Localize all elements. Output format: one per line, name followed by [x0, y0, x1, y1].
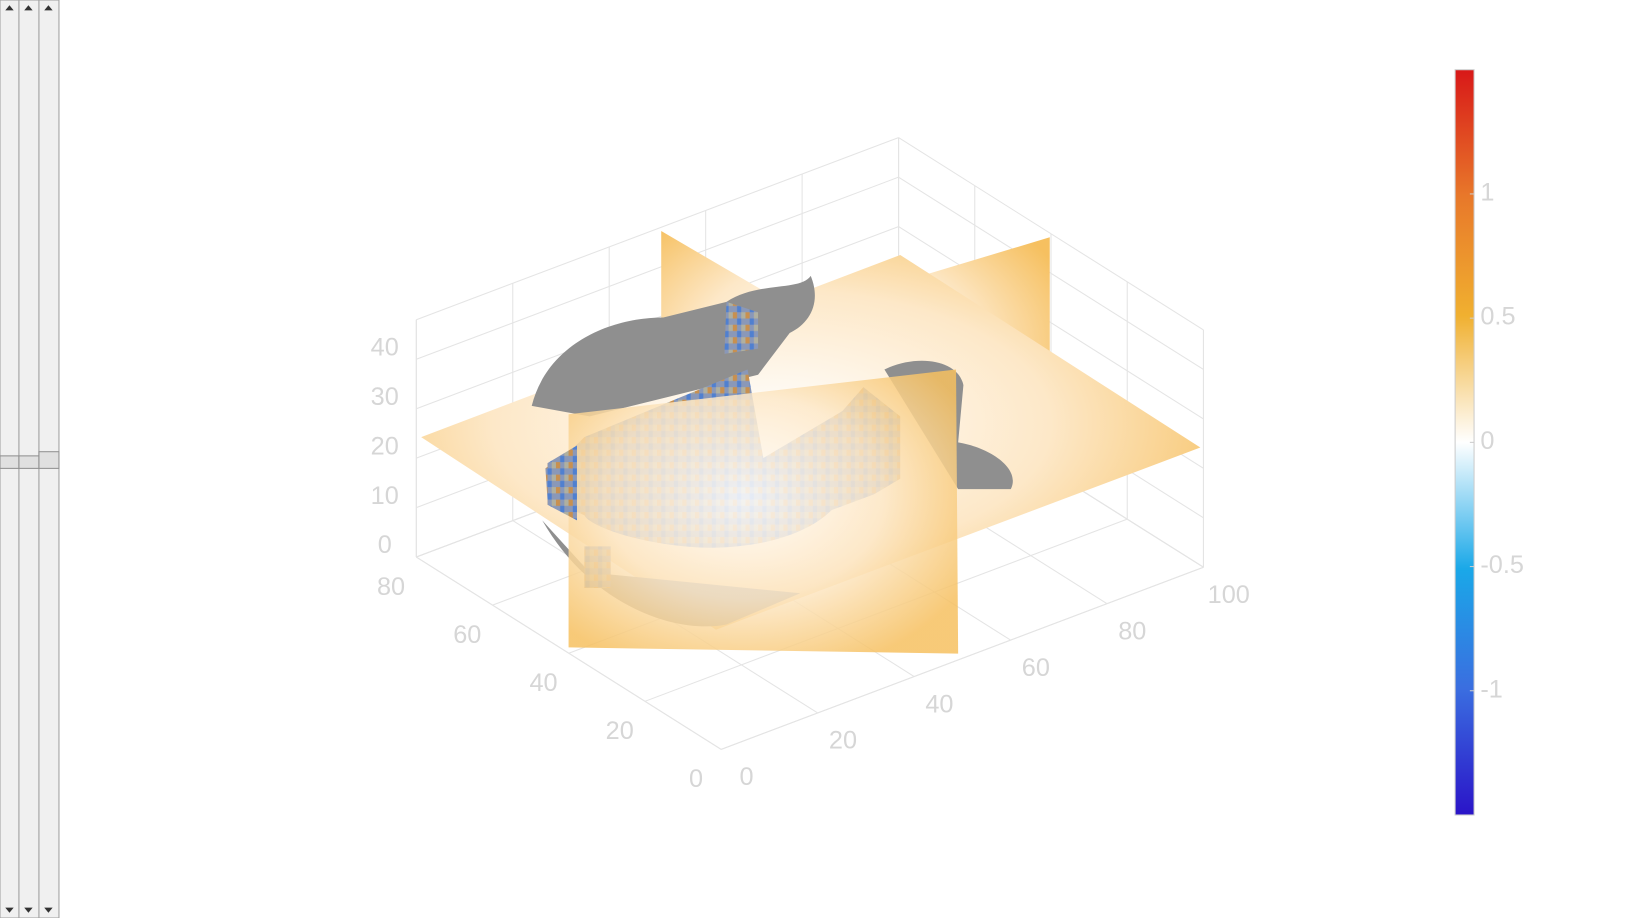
x-tick-label: 100: [1208, 581, 1250, 609]
y-tick-label: 0: [689, 765, 703, 793]
axis-edge: [416, 137, 899, 321]
isosurface-cut: [547, 445, 577, 521]
z-tick-label: 20: [371, 432, 399, 460]
z-tick-label: 0: [378, 531, 392, 559]
colorbar-tick-label: 0: [1480, 427, 1494, 455]
slices: [421, 231, 1201, 654]
colorbar-tick-label: -0.5: [1480, 551, 1524, 579]
x-tick-label: 20: [829, 727, 857, 755]
x-tick-label: 0: [739, 763, 753, 791]
slider[interactable]: [0, 0, 20, 919]
colorbar-ticks: -1 -0.5 0 0.5 1: [1469, 179, 1524, 703]
y-tick-label: 80: [377, 573, 405, 601]
slider[interactable]: [38, 0, 60, 919]
x-tick-label: 60: [1022, 654, 1050, 682]
z-tick-label: 40: [371, 334, 399, 362]
y-tick-label: 20: [606, 717, 634, 745]
isosurface: [531, 275, 1013, 627]
slider[interactable]: [18, 0, 40, 919]
slice-plane: [568, 369, 959, 654]
x-tick-label: 80: [1118, 618, 1146, 646]
x-tick-label: 40: [925, 690, 953, 718]
sliders: [0, 0, 60, 919]
y-tick-label: 40: [529, 669, 557, 697]
colorbar-tick-label: 1: [1480, 179, 1494, 207]
y-tick-label: 60: [453, 621, 481, 649]
z-tick-label: 10: [371, 482, 399, 510]
grid-line: [898, 176, 1204, 370]
z-tick-label: 30: [371, 383, 399, 411]
grid-line: [416, 176, 899, 360]
grid-line: [898, 226, 1204, 420]
grid-line: [721, 566, 1204, 750]
colorbar-tick-label: 0.5: [1480, 303, 1515, 331]
colorbar-tick-label: -1: [1480, 675, 1502, 703]
